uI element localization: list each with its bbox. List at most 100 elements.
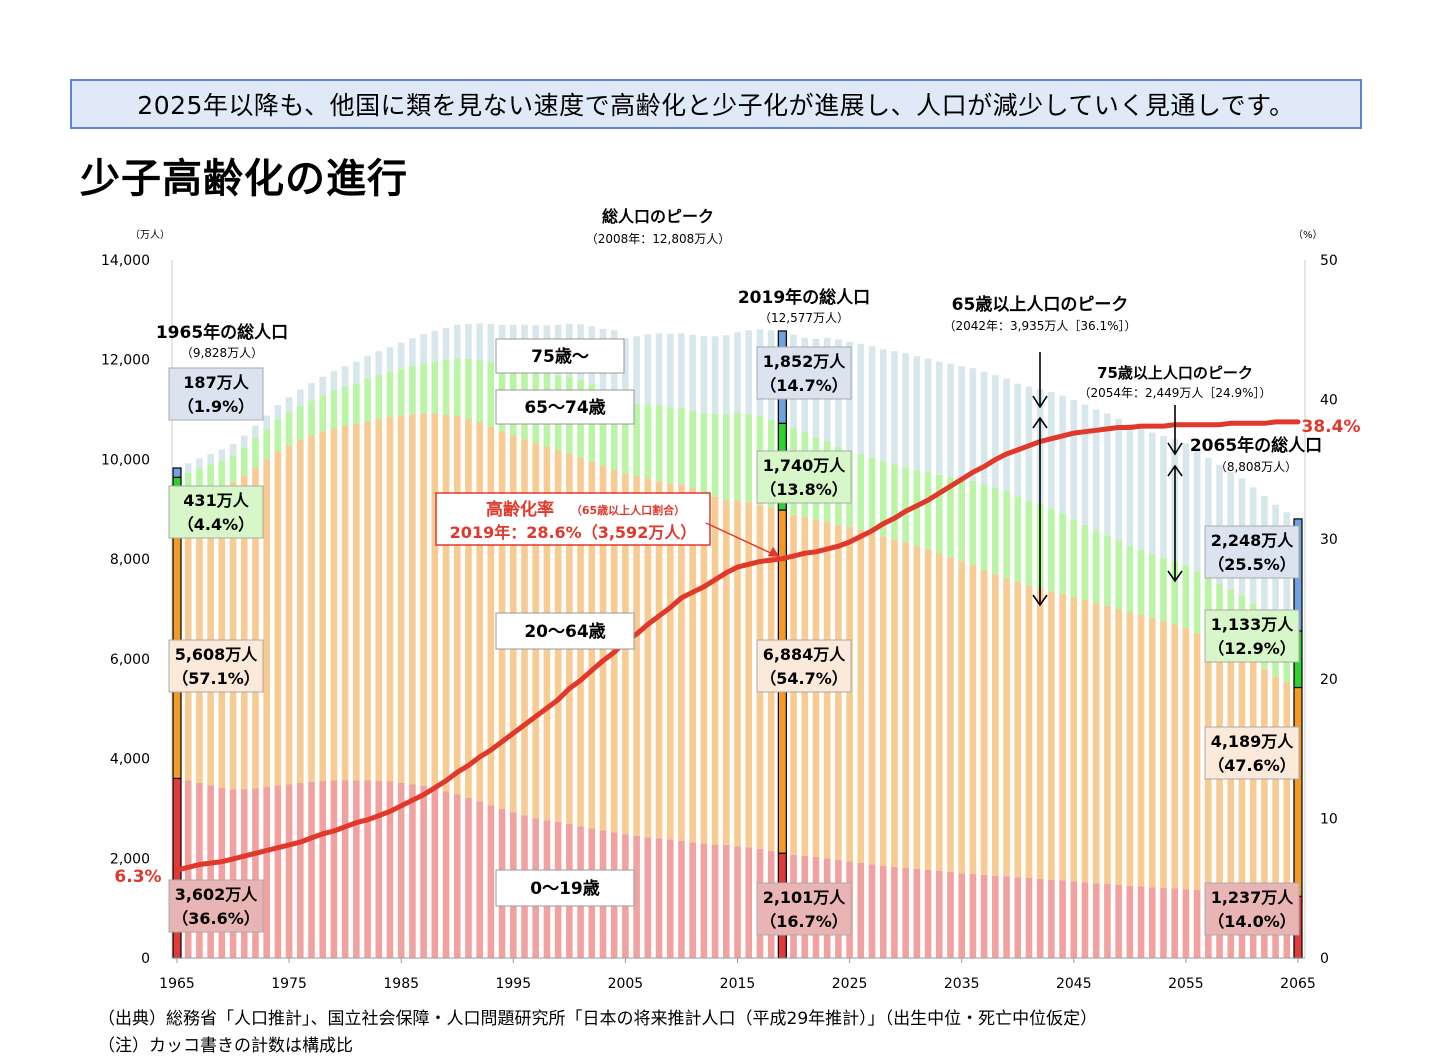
bar-age-75-plus-2014 xyxy=(722,335,730,415)
bar-age-65-74-2056 xyxy=(1193,571,1201,634)
bar-age-20-64-1971 xyxy=(240,475,248,790)
bar-age-20-64-2025 xyxy=(846,526,853,862)
bar-age-0-19-2030 xyxy=(902,867,909,958)
bar-age-0-19-2040 xyxy=(1014,877,1022,958)
bar-age-75-plus-2043 xyxy=(1048,392,1055,509)
bar-age-75-plus-2011 xyxy=(689,334,696,412)
bar-age-0-19-2056 xyxy=(1193,889,1201,958)
bar-age-0-19-1979 xyxy=(330,780,338,958)
bar-age-0-19-2009 xyxy=(666,839,674,958)
bar-age-20-64-2037 xyxy=(980,569,988,875)
bar-age-75-plus-1981 xyxy=(353,361,360,384)
bar-age-65-74-2034 xyxy=(947,476,954,558)
bar-age-0-19-2012 xyxy=(700,843,708,958)
bar-age-75-plus-1990 xyxy=(453,324,461,359)
bar-age-0-19-2008 xyxy=(655,838,663,958)
bar-age-75-plus-2032 xyxy=(924,358,932,473)
svg-text:（54.7%）: （54.7%） xyxy=(760,669,848,688)
bar-age-0-19-2048 xyxy=(1104,883,1111,958)
bar-age-65-74-1968 xyxy=(207,464,214,489)
y-tick-label: 12,000 xyxy=(101,353,150,369)
bar-age-65-74-2053 xyxy=(1160,557,1167,622)
bar-age-20-64-2027 xyxy=(868,532,876,865)
bar-age-75-plus-1974 xyxy=(274,405,282,420)
svg-text:0～19歳: 0～19歳 xyxy=(530,878,600,899)
bar-age-0-19-2010 xyxy=(678,840,685,958)
bar-age-75-plus-2036 xyxy=(969,368,977,481)
bar-age-75-plus-1972 xyxy=(252,425,259,439)
bar-age-65-74-1970 xyxy=(229,455,237,483)
svg-text:2,101万人: 2,101万人 xyxy=(763,888,847,907)
bar-age-0-19-2027 xyxy=(868,864,876,958)
bar-age-0-19-1984 xyxy=(386,781,394,958)
total-2065-title: 2065年の総人口 xyxy=(1190,435,1322,456)
bar-age-65-74-2049 xyxy=(1115,540,1122,609)
bar-age-0-19-2016 xyxy=(745,847,753,958)
y2-tick-label: 50 xyxy=(1320,253,1338,269)
bar-age-20-64-2043 xyxy=(1048,591,1055,880)
bar-age-20-64-1992 xyxy=(476,422,483,802)
bar-age-0-19-1967 xyxy=(196,783,203,958)
bar-age-0-19-2039 xyxy=(1003,876,1010,958)
bar-age-20-64-2055 xyxy=(1182,627,1190,890)
bar-age-75-plus-1993 xyxy=(487,323,495,363)
svg-text:（1.9%）: （1.9%） xyxy=(178,397,254,416)
bar-age-65-74-2054 xyxy=(1171,561,1178,625)
bar-age-65-74-2046 xyxy=(1081,524,1089,601)
bar-age-65-74-2004 xyxy=(610,393,618,470)
bar-age-0-19-2044 xyxy=(1059,880,1066,958)
bar-age-65-74-2052 xyxy=(1148,554,1156,619)
bar-age-20-64-1986 xyxy=(409,414,416,785)
value-box-age-20-64-1965: 5,608万人 （57.1%） xyxy=(168,639,264,693)
bar-age-0-19-2026 xyxy=(857,862,865,958)
bar-age-75-plus-2005 xyxy=(622,338,629,404)
bar-age-20-64-2062 xyxy=(1261,669,1268,894)
bar-age-65-74-1979 xyxy=(330,390,338,429)
bar-age-0-19-2043 xyxy=(1048,879,1055,958)
bar-age-20-64-2014 xyxy=(722,499,730,845)
bar-age-75-plus-1992 xyxy=(476,323,483,361)
bar-age-75-plus-1979 xyxy=(330,371,338,391)
bar-age-0-19-1978 xyxy=(319,781,327,958)
bar-age-65-74-2013 xyxy=(711,414,719,497)
bar-age-75-plus-2010 xyxy=(678,333,685,409)
value-box-age-65-74-2065: 1,133万人 （12.9%） xyxy=(1204,609,1300,663)
bar-age-75-plus-1983 xyxy=(375,351,383,375)
svg-text:（36.6%）: （36.6%） xyxy=(172,909,260,928)
y2-tick-label: 30 xyxy=(1320,532,1338,548)
svg-text:（47.6%）: （47.6%） xyxy=(1208,756,1296,775)
y-tick-label: 10,000 xyxy=(101,452,150,468)
bar-age-0-19-2014 xyxy=(722,844,730,958)
bar-age-20-64-2012 xyxy=(700,492,708,844)
bar-age-0-19-2053 xyxy=(1160,887,1167,958)
bar-age-75-plus-1991 xyxy=(465,323,472,359)
bar-age-75-plus-2035 xyxy=(958,366,965,479)
peak75-title: 75歳以上人口のピーク xyxy=(1097,364,1253,382)
bar-age-20-64-2031 xyxy=(913,545,921,869)
bar-age-65-74-2036 xyxy=(969,480,977,566)
axes-layer: （万人） （%） xyxy=(130,229,1323,959)
value-box-age-65-74-1965: 431万人 （4.4%） xyxy=(168,485,264,539)
bar-age-0-19-1987 xyxy=(420,785,427,958)
bar-age-65-74-1972 xyxy=(252,438,259,468)
page-title: 少子高齢化の進行 xyxy=(80,156,408,202)
bar-age-20-64-2032 xyxy=(924,549,932,870)
bar-age-75-plus-2012 xyxy=(700,336,708,414)
bar-age-20-64-2050 xyxy=(1126,612,1134,886)
svg-text:（4.4%）: （4.4%） xyxy=(178,515,254,534)
bar-age-75-plus-1976 xyxy=(297,389,304,407)
y-right-unit: （%） xyxy=(1293,229,1323,241)
bar-age-75-plus-1987 xyxy=(420,334,427,364)
bar-age-20-64-2048 xyxy=(1104,606,1111,884)
bar-age-75-plus-2044 xyxy=(1059,395,1066,514)
bar-age-20-64-2006 xyxy=(633,475,640,836)
bar-age-75-plus-2006 xyxy=(633,336,640,404)
bar-age-65-74-2026 xyxy=(857,453,865,530)
bar-age-0-19-1971 xyxy=(240,789,248,958)
bar-age-0-19-2052 xyxy=(1148,887,1156,958)
bar-age-75-plus-2045 xyxy=(1070,400,1078,520)
bar-age-0-19-2029 xyxy=(891,866,898,958)
bar-age-75-plus-1970 xyxy=(229,443,237,456)
svg-text:（57.1%）: （57.1%） xyxy=(172,669,260,688)
